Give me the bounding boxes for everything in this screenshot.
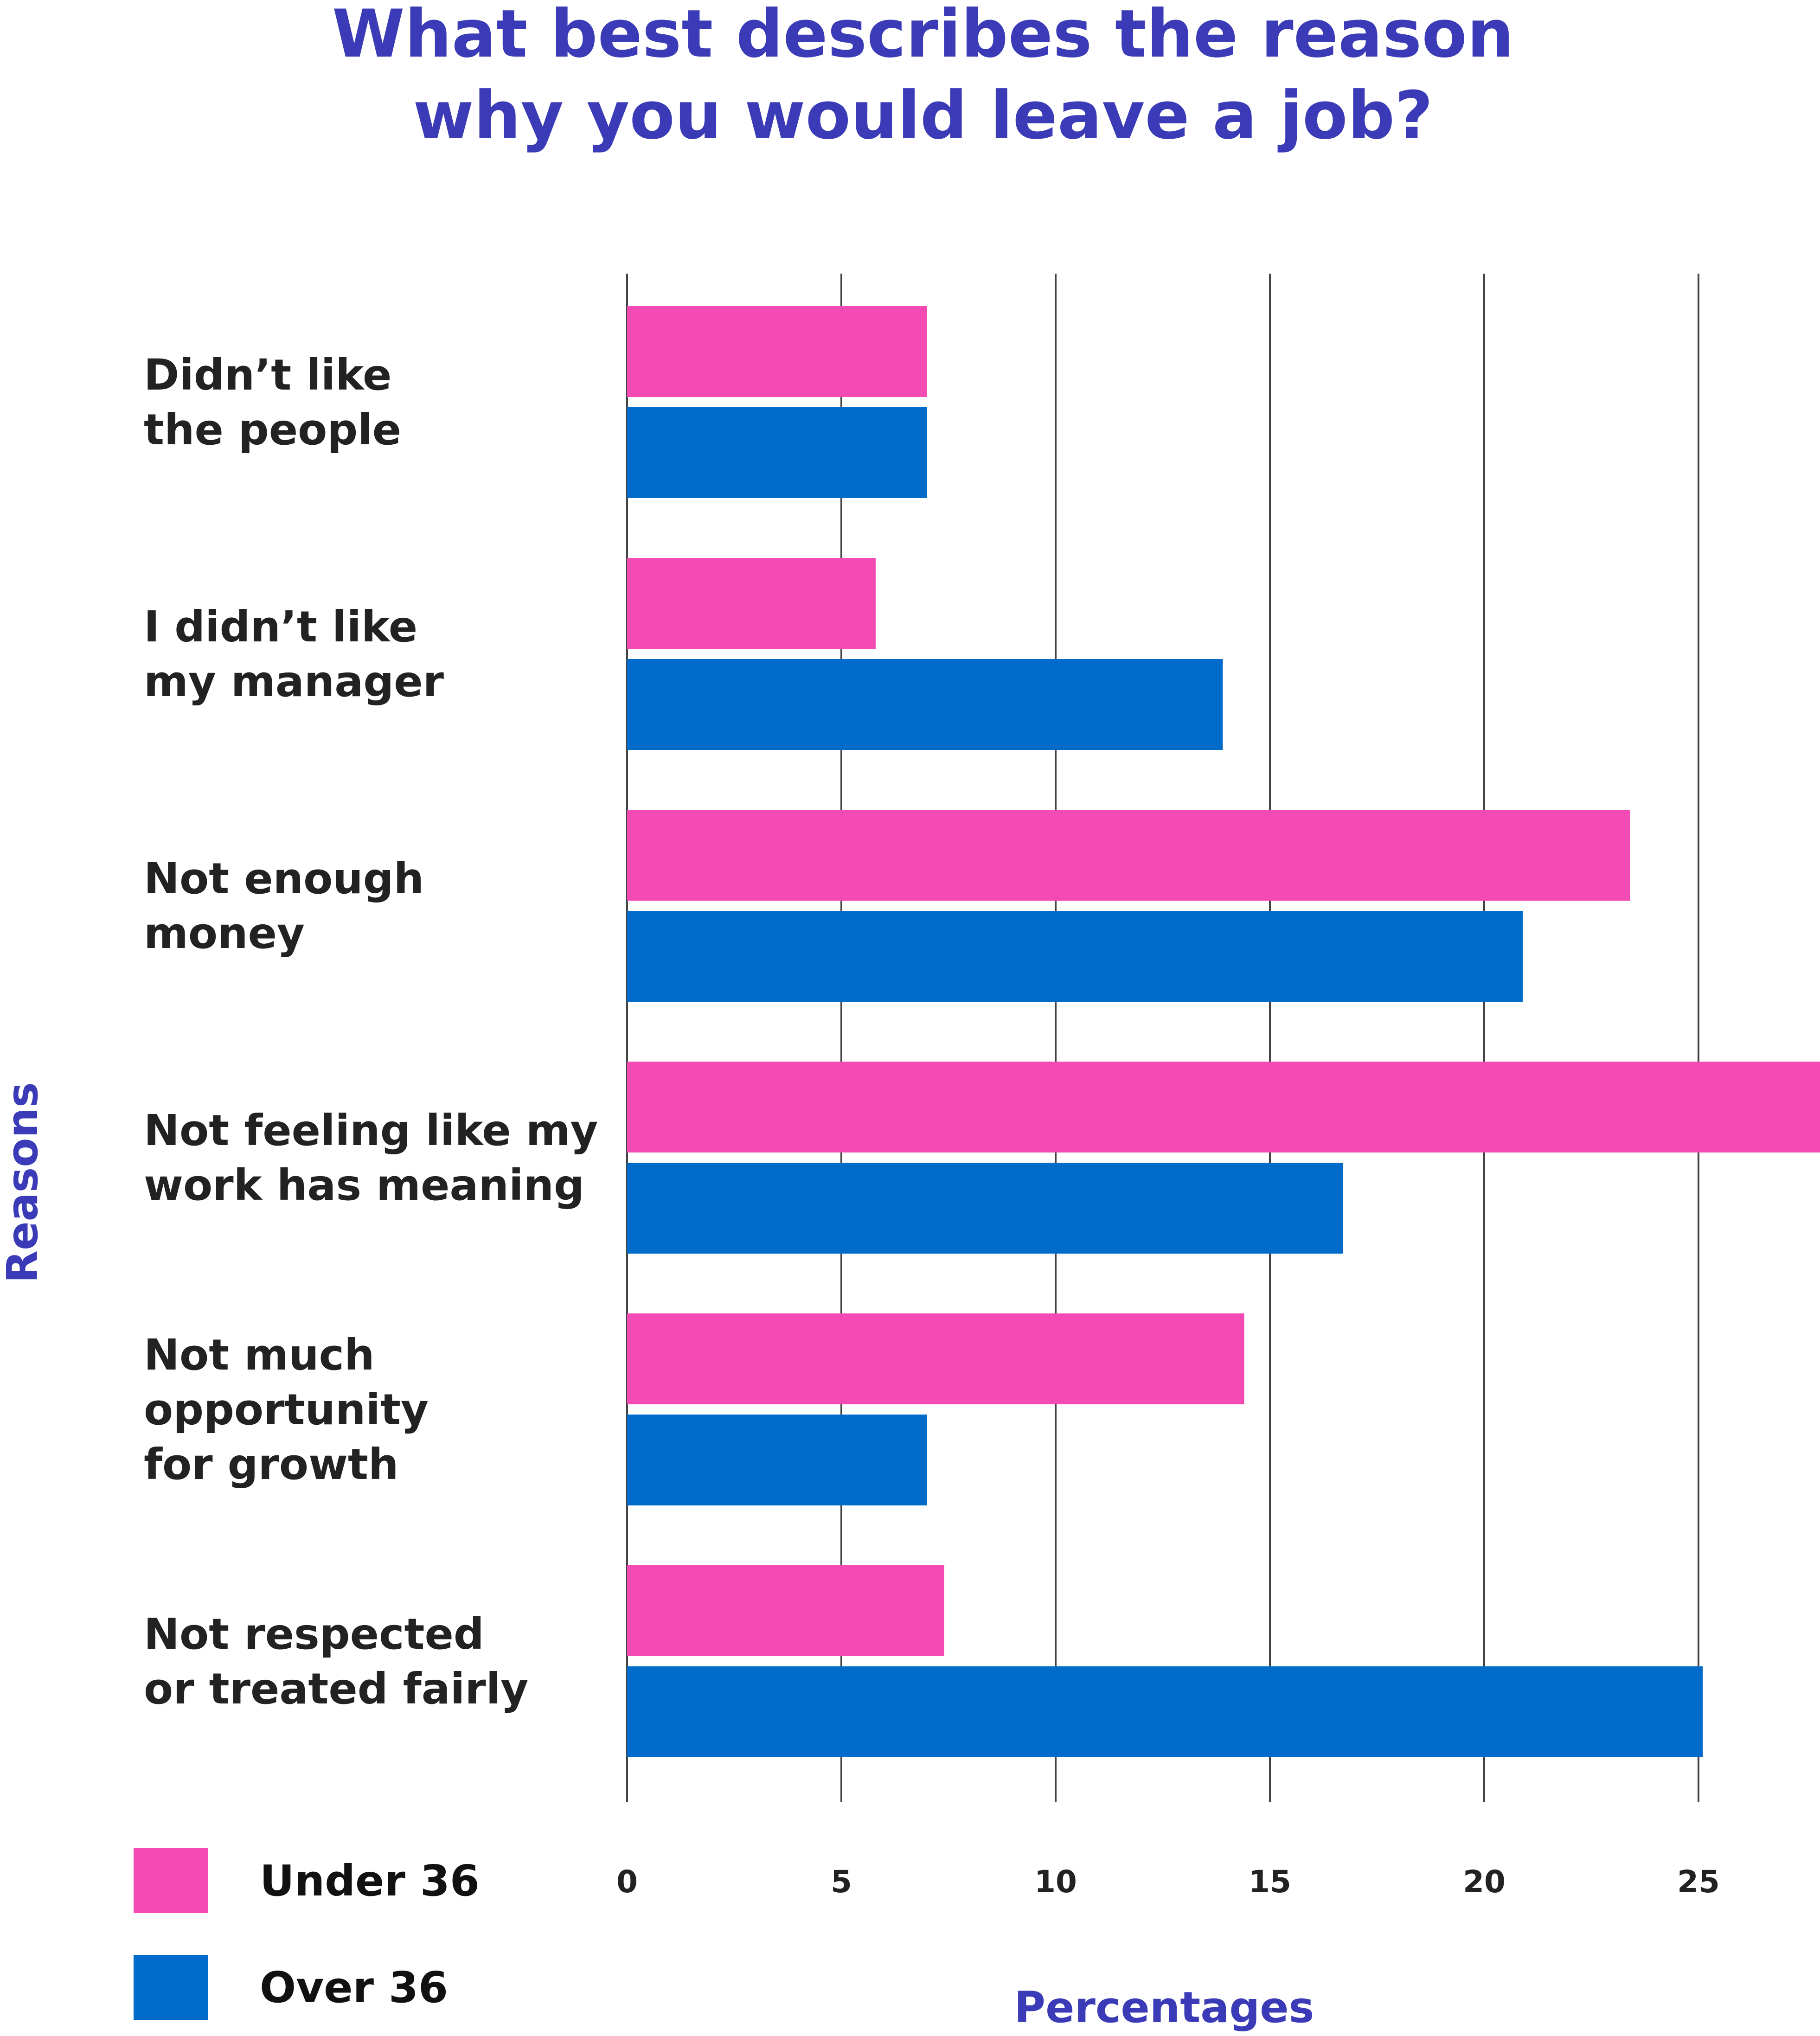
bar-over-36 (627, 1415, 927, 1505)
bar-under-36 (627, 558, 876, 649)
bar-under-36 (627, 810, 1630, 901)
category-label: Not feeling like my work has meaning (144, 1106, 598, 1210)
bars (627, 306, 1820, 1757)
x-axis-title: Percentages (1014, 1983, 1314, 2032)
x-tick-label: 20 (1463, 1864, 1506, 1900)
category-label: Not much opportunity for growth (144, 1330, 429, 1489)
x-tick-labels: 0 5 10 15 20 25 (616, 1864, 1720, 1900)
category-label: Not respected or treated fairly (144, 1609, 528, 1714)
category-label: Didn’t like the people (144, 350, 401, 455)
legend: Under 36 Over 36 (134, 1848, 480, 2020)
bar-over-36 (627, 407, 927, 498)
y-axis-title: Reasons (0, 1082, 47, 1283)
x-tick-label: 0 (616, 1864, 638, 1900)
category-label: Not enough money (144, 854, 424, 958)
bar-under-36 (627, 1062, 1820, 1152)
x-tick-label: 25 (1677, 1864, 1720, 1900)
bar-over-36 (627, 911, 1523, 1002)
x-tick-label: 15 (1249, 1864, 1291, 1900)
x-tick-label: 5 (831, 1864, 852, 1900)
category-label: I didn’t like my manager (144, 602, 444, 706)
bar-over-36 (627, 1666, 1703, 1757)
chart-title-line: What best describes the reason (332, 0, 1514, 72)
bar-over-36 (627, 1163, 1343, 1254)
category-labels: Didn’t like the people I didn’t like my man… (144, 350, 598, 1714)
bar-under-36 (627, 1313, 1244, 1404)
bar-under-36 (627, 1565, 944, 1656)
chart-title-line: why you would leave a job? (413, 77, 1433, 154)
bar-over-36 (627, 659, 1223, 750)
legend-swatch (134, 1848, 208, 1913)
gridlines (626, 274, 1699, 1802)
legend-label: Over 36 (260, 1963, 448, 2012)
bar-under-36 (627, 306, 927, 397)
x-tick-label: 10 (1034, 1864, 1077, 1900)
legend-label: Under 36 (260, 1856, 480, 1906)
legend-swatch (134, 1955, 208, 2020)
